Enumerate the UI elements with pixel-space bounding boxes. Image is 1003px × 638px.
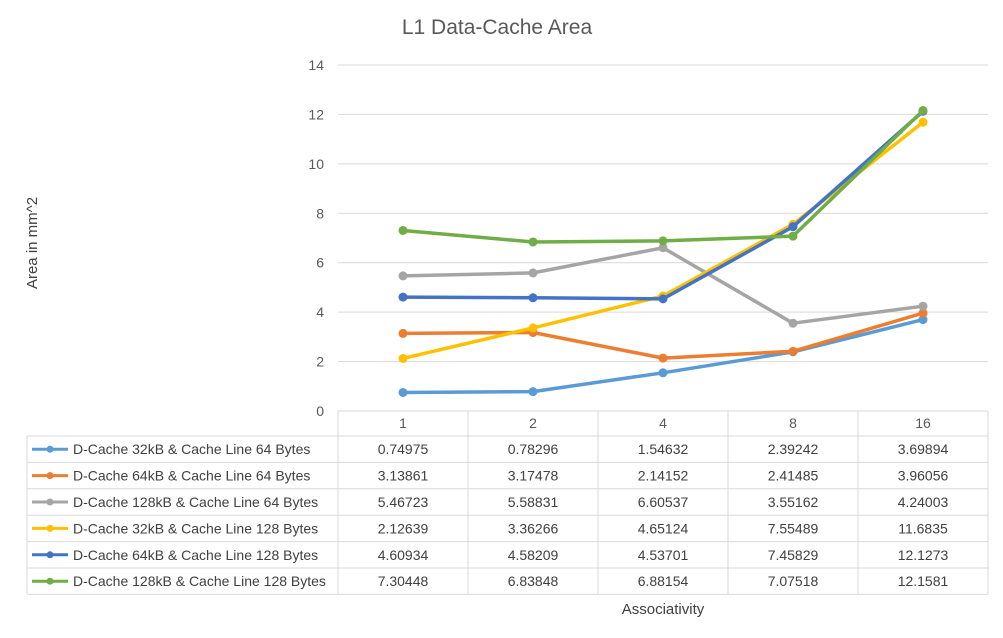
table-cell-value: 4.24003 — [898, 494, 949, 510]
x-tick-label: 16 — [915, 415, 931, 431]
table-cell-value: 7.07518 — [768, 573, 819, 589]
data-point — [788, 346, 798, 356]
y-tick-label: 10 — [308, 156, 324, 172]
data-point — [918, 106, 928, 116]
data-point — [398, 328, 408, 338]
table-cell-value: 6.60537 — [638, 494, 689, 510]
table-cell-value: 2.14152 — [638, 468, 689, 484]
legend-key-marker — [46, 498, 54, 506]
table-cell-value: 6.88154 — [638, 573, 689, 589]
legend-entry: D-Cache 32kB & Cache Line 64 Bytes — [73, 441, 310, 457]
data-point — [398, 225, 408, 235]
table-cell-value: 7.45829 — [768, 547, 819, 563]
table-cell-value: 2.41485 — [768, 468, 819, 484]
y-tick-label: 6 — [316, 255, 324, 271]
series-path — [401, 109, 925, 301]
legend-entry: D-Cache 64kB & Cache Line 128 Bytes — [73, 547, 318, 563]
data-point — [788, 231, 798, 241]
data-point — [788, 318, 798, 328]
data-point — [658, 243, 668, 253]
x-tick-label: 1 — [399, 415, 407, 431]
data-point — [658, 368, 668, 378]
data-point — [658, 294, 668, 304]
table-cell-value: 0.78296 — [508, 441, 559, 457]
table-cell-value: 4.53701 — [638, 547, 689, 563]
data-point — [398, 271, 408, 281]
plot-area — [398, 106, 928, 397]
data-point — [398, 292, 408, 302]
data-point — [528, 293, 538, 303]
legend-key-marker — [46, 577, 54, 585]
table-cell-value: 7.30448 — [378, 573, 429, 589]
legend-entry: D-Cache 32kB & Cache Line 128 Bytes — [73, 520, 318, 536]
y-axis: 0 2 4 6 8 10 12 14 — [308, 57, 324, 419]
y-tick-label: 2 — [316, 354, 324, 370]
series-path — [401, 311, 925, 360]
legend-key-marker — [46, 445, 54, 453]
data-point — [528, 387, 538, 397]
data-point — [398, 353, 408, 363]
table-cell-value: 3.96056 — [898, 468, 949, 484]
legend-entry: D-Cache 64kB & Cache Line 64 Bytes — [73, 468, 310, 484]
table-cell-value: 11.6835 — [898, 520, 948, 536]
data-table: 1 2 4 8 16 D-Cache 32kB & Cache Line 64 Bytes… — [26, 410, 989, 595]
data-point — [398, 387, 408, 397]
series-line — [398, 106, 928, 304]
table-cell-value: 3.69894 — [898, 441, 949, 457]
table-cell-value: 4.60934 — [378, 547, 429, 563]
legend-key-marker — [46, 551, 54, 559]
x-axis-label: Associativity — [622, 601, 705, 618]
y-tick-label: 8 — [316, 205, 324, 221]
series-line — [398, 243, 928, 328]
data-point — [788, 222, 798, 232]
table-cell-value: 3.36266 — [508, 520, 559, 536]
x-tick-label: 2 — [529, 415, 537, 431]
data-point — [658, 236, 668, 246]
legend-key-marker — [46, 472, 54, 480]
gridlines — [338, 64, 988, 363]
table-cell-value: 0.74975 — [378, 441, 429, 457]
x-tick-label: 8 — [789, 415, 797, 431]
table-cell-value: 6.83848 — [508, 573, 559, 589]
series-path — [401, 108, 925, 244]
data-point — [918, 301, 928, 311]
table-cell-value: 3.17478 — [508, 468, 559, 484]
table-cell-value: 2.12639 — [378, 520, 429, 536]
legend-entry: D-Cache 128kB & Cache Line 128 Bytes — [73, 573, 326, 589]
y-axis-label: Area in mm^2 — [24, 197, 41, 289]
table-cell-value: 12.1273 — [898, 547, 949, 563]
y-tick-label: 12 — [308, 106, 324, 122]
table-cell-value: 2.39242 — [768, 441, 819, 457]
table-cell-value: 4.65124 — [638, 520, 689, 536]
y-tick-label: 4 — [316, 304, 324, 320]
table-cell-value: 3.13861 — [378, 468, 429, 484]
data-point — [918, 308, 928, 318]
table-cell-value: 4.58209 — [508, 547, 559, 563]
data-point — [528, 323, 538, 333]
legend-entry: D-Cache 128kB & Cache Line 64 Bytes — [73, 494, 318, 510]
y-tick-label: 0 — [316, 403, 324, 419]
data-point — [918, 315, 928, 325]
data-point — [528, 268, 538, 278]
table-cell-value: 5.58831 — [508, 494, 559, 510]
data-point — [528, 237, 538, 247]
table-cell-value: 3.55162 — [768, 494, 819, 510]
series-line — [398, 315, 928, 397]
table-cell-value: 7.55489 — [768, 520, 819, 536]
table-cell-value: 12.1581 — [898, 573, 949, 589]
data-point — [658, 353, 668, 363]
chart-title: L1 Data-Cache Area — [402, 16, 593, 39]
data-point — [918, 117, 928, 127]
legend-key-marker — [46, 524, 54, 532]
y-tick-label: 14 — [308, 57, 324, 73]
series-line — [398, 106, 928, 247]
table-cell-value: 1.54632 — [638, 441, 689, 457]
table-cell-value: 5.46723 — [378, 494, 429, 510]
x-tick-label: 4 — [659, 415, 667, 431]
